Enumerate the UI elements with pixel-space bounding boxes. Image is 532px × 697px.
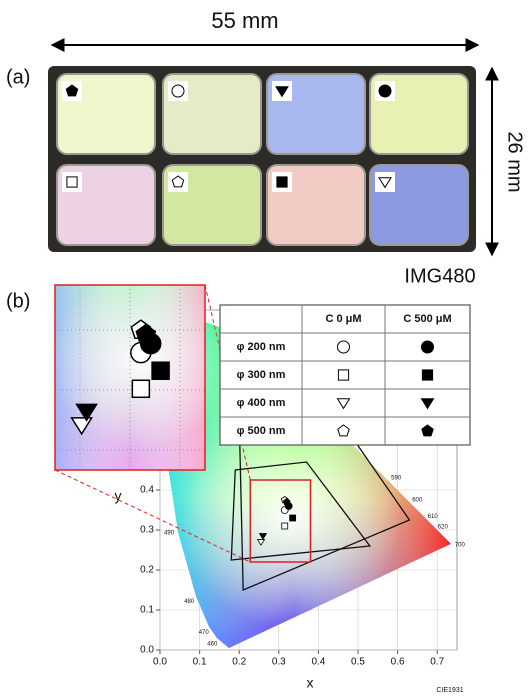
height-label: 26 mm xyxy=(504,131,526,192)
panel-label: (a) xyxy=(6,66,30,88)
data-point xyxy=(282,523,288,529)
x-axis-label: x xyxy=(307,675,314,691)
row-header: φ 500 nm xyxy=(237,425,286,437)
data-point xyxy=(141,334,161,354)
marker xyxy=(379,85,391,97)
wavelength-label: 490 xyxy=(164,530,175,536)
marker xyxy=(422,370,432,380)
marker xyxy=(422,341,434,353)
marker xyxy=(338,341,350,353)
y-tick-label: 0.3 xyxy=(140,525,154,536)
row-header: φ 400 nm xyxy=(237,397,286,409)
data-point xyxy=(132,380,149,397)
wavelength-label: 700 xyxy=(455,543,466,549)
source-label: CIE1931 xyxy=(436,687,463,694)
x-tick-label: 0.4 xyxy=(311,657,325,668)
column-header: C 500 μM xyxy=(403,313,451,325)
marker xyxy=(172,85,184,97)
width-label: 55 mm xyxy=(211,8,278,33)
wavelength-label: 590 xyxy=(391,475,402,481)
wavelength-label: 480 xyxy=(184,599,195,605)
y-tick-label: 0.1 xyxy=(140,605,154,616)
marker xyxy=(338,370,348,380)
wavelength-label: 460 xyxy=(207,642,218,648)
wavelength-label: 470 xyxy=(199,630,210,636)
legend-table: C 0 μM C 500 μM φ 200 nm φ 300 nm φ 400 nm φ … xyxy=(220,305,470,445)
row-header: φ 300 nm xyxy=(237,369,286,381)
data-point xyxy=(290,515,296,521)
wavelength-label: 610 xyxy=(428,514,439,520)
x-tick-label: 0.3 xyxy=(272,657,286,668)
x-tick-label: 0.6 xyxy=(391,657,405,668)
x-tick-label: 0.5 xyxy=(351,657,365,668)
x-tick-label: 0.2 xyxy=(232,657,246,668)
figure: 55 mm 26 mm (a) IMG480 (b) 0.0 0.1 0.2 0.3 0… xyxy=(0,0,532,697)
panel-label: (b) xyxy=(6,290,30,312)
wavelength-label: 600 xyxy=(412,498,423,504)
marker xyxy=(67,177,77,187)
caption: IMG480 xyxy=(404,265,475,287)
column-header: C 0 μM xyxy=(325,313,361,325)
marker xyxy=(277,177,287,187)
row-header: φ 200 nm xyxy=(237,341,286,353)
x-tick-label: 0.1 xyxy=(193,657,207,668)
y-tick-label: 0.4 xyxy=(140,485,154,496)
data-point xyxy=(152,362,169,379)
wavelength-label: 620 xyxy=(438,525,449,531)
y-tick-label: 0.2 xyxy=(140,565,154,576)
x-tick-label: 0.0 xyxy=(153,657,167,668)
y-tick-label: 0.0 xyxy=(140,645,154,656)
x-tick-label: 0.7 xyxy=(430,657,444,668)
